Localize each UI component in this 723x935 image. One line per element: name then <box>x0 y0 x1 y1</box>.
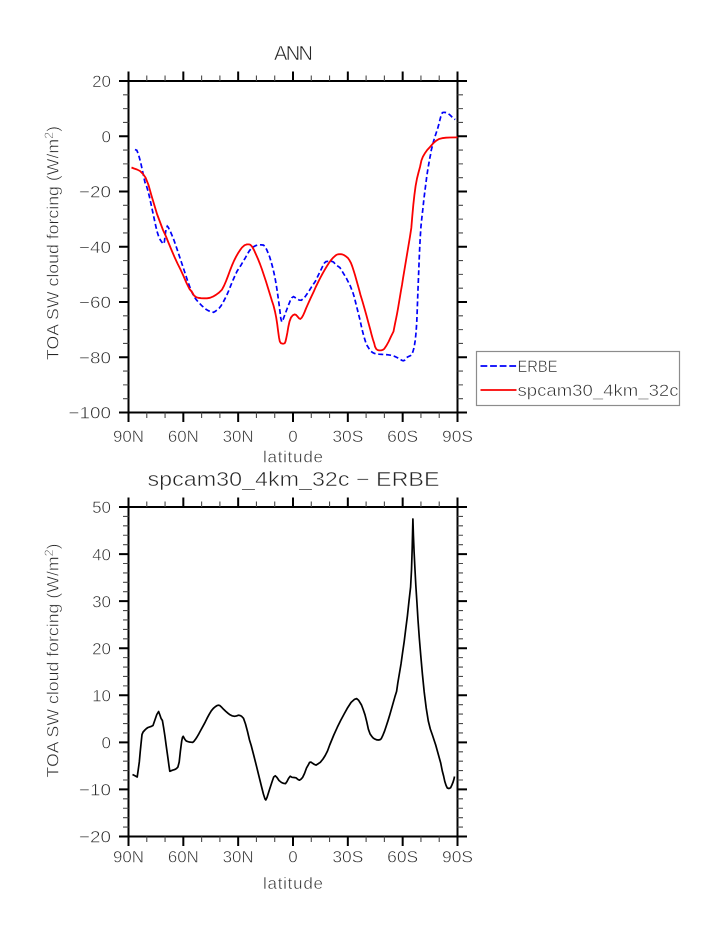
svg-text:60N: 60N <box>168 427 199 446</box>
svg-text:60N: 60N <box>168 848 199 867</box>
svg-text:20: 20 <box>92 639 111 658</box>
svg-text:ERBE: ERBE <box>518 358 558 376</box>
svg-text:90S: 90S <box>442 848 473 867</box>
svg-text:−40: −40 <box>79 238 111 257</box>
svg-text:20: 20 <box>92 72 111 91</box>
svg-text:−20: −20 <box>79 183 111 202</box>
svg-text:−20: −20 <box>79 828 111 847</box>
svg-text:−100: −100 <box>69 404 112 423</box>
svg-text:50: 50 <box>92 498 111 517</box>
svg-text:spcam30_4km_32c − ERBE: spcam30_4km_32c − ERBE <box>148 469 440 491</box>
svg-text:60S: 60S <box>387 427 418 446</box>
svg-text:90N: 90N <box>113 848 144 867</box>
svg-text:30N: 30N <box>223 848 254 867</box>
svg-text:0: 0 <box>288 848 297 867</box>
svg-text:0: 0 <box>288 427 297 446</box>
svg-text:−60: −60 <box>79 293 111 312</box>
svg-text:−10: −10 <box>79 781 111 800</box>
svg-text:30S: 30S <box>332 427 363 446</box>
svg-text:−80: −80 <box>79 348 111 367</box>
svg-text:ANN: ANN <box>274 43 313 65</box>
svg-text:90S: 90S <box>442 427 473 446</box>
svg-text:30S: 30S <box>332 848 363 867</box>
svg-text:90N: 90N <box>113 427 144 446</box>
svg-text:0: 0 <box>102 734 111 753</box>
svg-text:40: 40 <box>92 545 111 564</box>
svg-text:60S: 60S <box>387 848 418 867</box>
svg-text:spcam30_4km_32c: spcam30_4km_32c <box>518 382 679 400</box>
svg-text:latitude: latitude <box>263 874 323 893</box>
svg-text:30: 30 <box>92 592 111 611</box>
svg-text:0: 0 <box>102 127 111 146</box>
svg-text:30N: 30N <box>223 427 254 446</box>
svg-text:latitude: latitude <box>263 448 323 467</box>
svg-text:TOA SW cloud forcing (W/m2): TOA SW cloud forcing (W/m2) <box>42 126 63 360</box>
svg-text:10: 10 <box>92 686 111 705</box>
svg-text:TOA SW cloud forcing (W/m2): TOA SW cloud forcing (W/m2) <box>42 544 63 778</box>
